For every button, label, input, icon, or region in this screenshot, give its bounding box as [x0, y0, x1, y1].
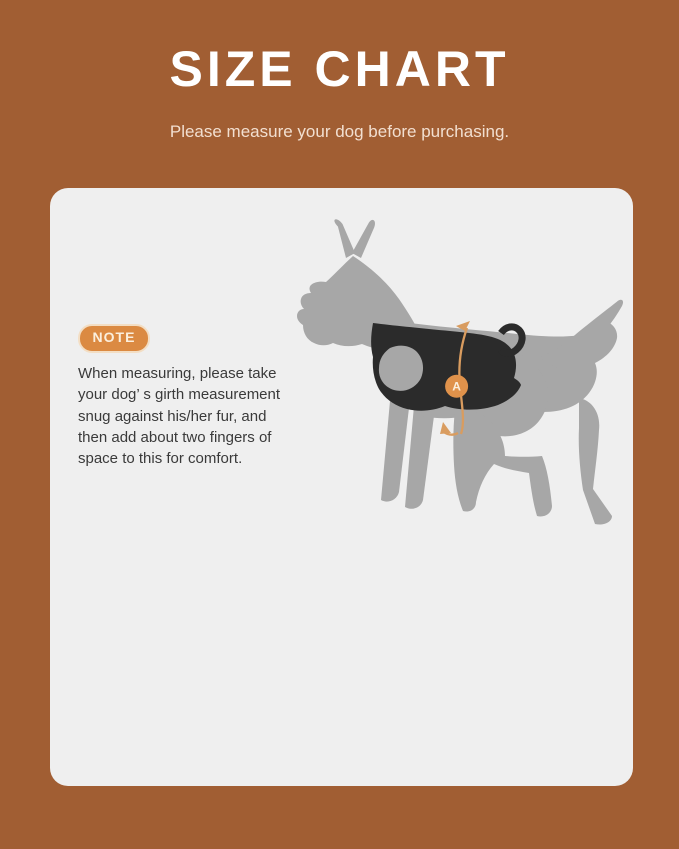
svg-text:A: A [452, 380, 461, 394]
